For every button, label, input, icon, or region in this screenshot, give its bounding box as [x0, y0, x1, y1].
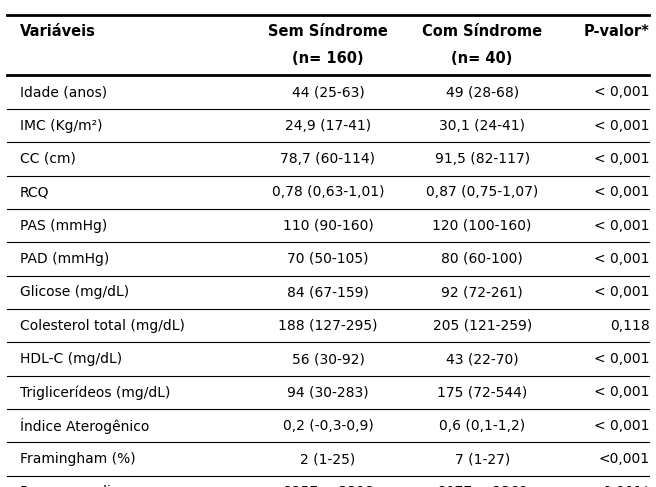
- Text: 70 (50-105): 70 (50-105): [287, 252, 369, 266]
- Text: PAS (mmHg): PAS (mmHg): [20, 219, 107, 233]
- Text: < 0,001: < 0,001: [594, 219, 649, 233]
- Text: 43 (22-70): 43 (22-70): [446, 352, 518, 366]
- Text: 30,1 (24-41): 30,1 (24-41): [439, 118, 525, 132]
- Text: Índice Aterogênico: Índice Aterogênico: [20, 418, 149, 434]
- Text: 205 (121-259): 205 (121-259): [432, 318, 532, 333]
- Text: 94 (30-283): 94 (30-283): [287, 385, 369, 399]
- Text: Idade (anos): Idade (anos): [20, 85, 107, 99]
- Text: HDL-C (mg/dL): HDL-C (mg/dL): [20, 352, 122, 366]
- Text: 0,87 (0,75-1,07): 0,87 (0,75-1,07): [426, 185, 539, 199]
- Text: RCQ: RCQ: [20, 185, 49, 199]
- Text: 0,118: 0,118: [609, 318, 649, 333]
- Text: < 0,001: < 0,001: [594, 252, 649, 266]
- Text: < 0,001: < 0,001: [594, 152, 649, 166]
- Text: 2 (1-25): 2 (1-25): [300, 452, 356, 466]
- Text: 188 (127-295): 188 (127-295): [278, 318, 378, 333]
- Text: Com Síndrome: Com Síndrome: [422, 24, 543, 39]
- Text: 110 (90-160): 110 (90-160): [283, 219, 373, 233]
- Text: < 0,001: < 0,001: [594, 352, 649, 366]
- Text: < 0,001‡: < 0,001‡: [587, 486, 649, 487]
- Text: 0,78 (0,63-1,01): 0,78 (0,63-1,01): [272, 185, 384, 199]
- Text: IMC (Kg/m²): IMC (Kg/m²): [20, 118, 102, 132]
- Text: < 0,001: < 0,001: [594, 85, 649, 99]
- Text: 7 (1-27): 7 (1-27): [455, 452, 510, 466]
- Text: 8257 ± 3398: 8257 ± 3398: [283, 486, 373, 487]
- Text: 24,9 (17-41): 24,9 (17-41): [285, 118, 371, 132]
- Text: Glicose (mg/dL): Glicose (mg/dL): [20, 285, 129, 300]
- Text: (n= 40): (n= 40): [451, 51, 513, 66]
- Text: < 0,001: < 0,001: [594, 385, 649, 399]
- Text: (n= 160): (n= 160): [292, 51, 364, 66]
- Text: < 0,001: < 0,001: [594, 185, 649, 199]
- Text: Variáveis: Variáveis: [20, 24, 96, 39]
- Text: Colesterol total (mg/dL): Colesterol total (mg/dL): [20, 318, 184, 333]
- Text: <0,001: <0,001: [598, 452, 649, 466]
- Text: 175 (72-544): 175 (72-544): [437, 385, 527, 399]
- Text: < 0,001: < 0,001: [594, 419, 649, 433]
- Text: PAD (mmHg): PAD (mmHg): [20, 252, 109, 266]
- Text: CC (cm): CC (cm): [20, 152, 75, 166]
- Text: P-valor*: P-valor*: [584, 24, 649, 39]
- Text: 92 (72-261): 92 (72-261): [441, 285, 523, 300]
- Text: 6077 ± 2369: 6077 ± 2369: [437, 486, 527, 487]
- Text: 0,6 (0,1-1,2): 0,6 (0,1-1,2): [439, 419, 525, 433]
- Text: < 0,001: < 0,001: [594, 285, 649, 300]
- Text: 80 (60-100): 80 (60-100): [441, 252, 523, 266]
- Text: 91,5 (82-117): 91,5 (82-117): [434, 152, 530, 166]
- Text: 120 (100-160): 120 (100-160): [432, 219, 532, 233]
- Text: 0,2 (-0,3-0,9): 0,2 (-0,3-0,9): [283, 419, 373, 433]
- Text: < 0,001: < 0,001: [594, 118, 649, 132]
- Text: Framingham (%): Framingham (%): [20, 452, 135, 466]
- Text: 78,7 (60-114): 78,7 (60-114): [281, 152, 375, 166]
- Text: Triglicerídeos (mg/dL): Triglicerídeos (mg/dL): [20, 385, 170, 400]
- Text: 49 (28-68): 49 (28-68): [445, 85, 519, 99]
- Text: 84 (67-159): 84 (67-159): [287, 285, 369, 300]
- Text: 56 (30-92): 56 (30-92): [291, 352, 365, 366]
- Text: Sem Síndrome: Sem Síndrome: [268, 24, 388, 39]
- Text: 44 (25-63): 44 (25-63): [292, 85, 364, 99]
- Text: Passos por dia: Passos por dia: [20, 486, 119, 487]
